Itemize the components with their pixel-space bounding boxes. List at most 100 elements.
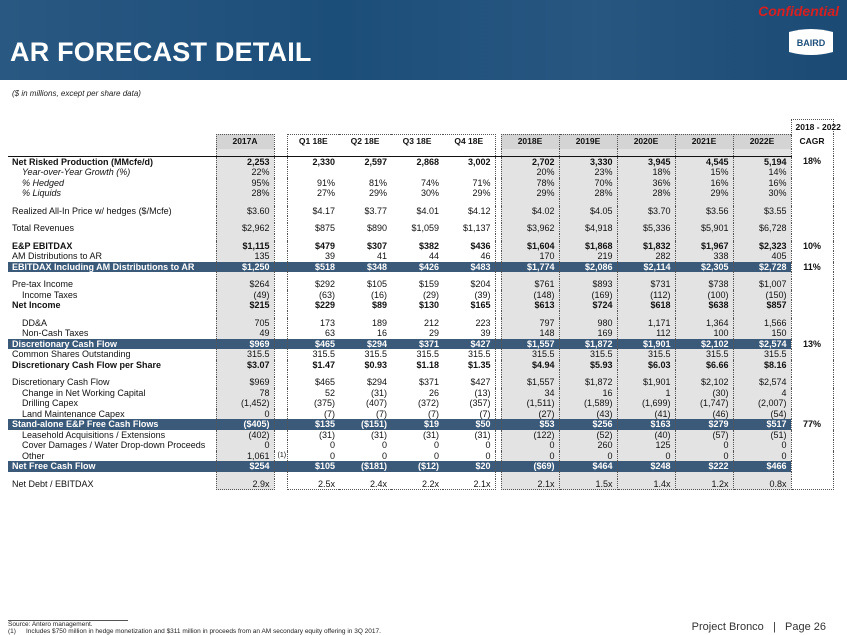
units-subtitle: ($ in millions, except per share data) [12, 89, 141, 98]
cell-q1-18e: (63) [286, 289, 339, 300]
cell-2022e: $2,323 [732, 240, 792, 251]
cell-2020e: (112) [616, 289, 676, 300]
row-label: Stand-alone E&P Free Cash Flows [8, 419, 216, 430]
cell-q2-18e: 0 [381, 440, 387, 450]
cell-2018e: (1,511) [500, 398, 560, 409]
cell-2017a: 2,253 [215, 155, 275, 167]
cell-2021e: 100 [674, 328, 734, 339]
row-label: Net Risked Production (MMcfe/d) [8, 155, 216, 167]
cell-q1-18e: $105 [286, 461, 339, 472]
cell-2022e: $466 [732, 461, 792, 472]
cagr-value [790, 177, 834, 188]
column-header-0: 2017A [215, 133, 275, 149]
cell-q2-18e: 29% [368, 188, 387, 198]
cagr-value [790, 450, 834, 461]
cell-q4-18e: $427 [443, 338, 496, 349]
cell-q1-18e [286, 167, 339, 178]
cell-2021e: 315.5 [674, 349, 734, 360]
cell-q2-18e: 2,597 [339, 155, 391, 167]
cell-q2-18e: $0.93 [364, 359, 387, 370]
cell-2017a: 28% [215, 188, 275, 199]
cell-2017a: 135 [215, 251, 275, 262]
cell-2018e: ($69) [500, 461, 560, 472]
baird-logo: BAIRD [789, 29, 833, 55]
cell-2021e: 1.2x [674, 478, 734, 490]
cell-2019e: $1,872 [558, 338, 618, 349]
cell-q4-18e: $204 [443, 279, 496, 290]
cell-q3-18e: 0 [433, 440, 439, 450]
row-label: Leasehold Acquisitions / Extensions [22, 429, 166, 440]
cell-2018e: $613 [500, 300, 560, 311]
cell-2017a: $2,962 [215, 223, 275, 234]
cagr-value [790, 377, 834, 388]
cell-q4-18e: $20 [443, 461, 496, 472]
cell-2022e: 14% [732, 167, 792, 178]
table-row: Net Debt / EBITDAX 2.9x 2.5x 2.4x 2.2x 2.1x 2.… [8, 478, 834, 490]
cell-q2-18e: 189 [371, 317, 387, 328]
cell-2020e: $2,114 [616, 261, 676, 272]
cell-2021e: $279 [674, 419, 734, 430]
cell-2017a: $254 [215, 461, 275, 472]
cell-q2-18e: $294 [366, 377, 387, 387]
cell-q3-18e: $1.18 [416, 359, 439, 370]
cell-2019e: (169) [558, 289, 618, 300]
cell-2018e: $1,774 [500, 261, 560, 272]
cell-2020e: 28% [616, 188, 676, 199]
cell-2017a: 705 [215, 317, 275, 328]
column-header-4: Q4 18E [443, 133, 496, 149]
cell-2017a: $3.07 [215, 359, 275, 370]
cell-2020e: $1,901 [616, 377, 676, 388]
cell-2018e: 0 [500, 440, 560, 451]
spacer-row [8, 216, 834, 223]
cagr-value: 77% [790, 419, 834, 430]
cell-2019e: (52) [558, 429, 618, 440]
cell-2018e: (27) [500, 408, 560, 419]
cell-2018e: 797 [500, 317, 560, 328]
cell-2020e: $618 [616, 300, 676, 311]
cell-2019e: $4,918 [558, 223, 618, 234]
cell-2020e: 18% [616, 167, 676, 178]
cell-q4-18e: (31) [443, 429, 496, 440]
cell-2020e: 1.4x [616, 478, 676, 490]
table-row: % Liquids 28% 27% 29% 30% 29% 29% 28% 28% 29% 30% [8, 188, 834, 199]
cell-2021e: 0 [674, 440, 734, 451]
cell-2022e: 4 [732, 387, 792, 398]
cell-2021e: 15% [674, 167, 734, 178]
row-label: Discretionary Cash Flow [12, 377, 110, 387]
column-header-5: 2018E [500, 133, 560, 149]
cell-2021e: $2,305 [674, 261, 734, 272]
spacer-row [8, 198, 834, 206]
cell-2020e: $6.03 [616, 359, 676, 370]
cell-2021e: $222 [674, 461, 734, 472]
cell-q1-18e: $135 [286, 419, 339, 430]
cell-q2-18e: (407) [365, 398, 387, 408]
row-label: Other [22, 450, 45, 461]
cell-2018e: (122) [500, 429, 560, 440]
cell-q2-18e: 16 [376, 328, 387, 338]
cell-2019e: 315.5 [558, 349, 618, 360]
cell-q4-18e: $1,137 [443, 223, 496, 234]
cell-q2-18e: $105 [366, 279, 387, 289]
header-banner: Confidential AR FORECAST DETAIL BAIRD [0, 0, 847, 80]
cell-2019e: $1,868 [558, 240, 618, 251]
cagr-value [790, 279, 834, 290]
cell-q1-18e: 39 [286, 251, 339, 262]
cagr-value [790, 387, 834, 398]
cell-2021e: $6.66 [674, 359, 734, 370]
cell-2021e: 338 [674, 251, 734, 262]
cell-q3-18e: 29 [428, 328, 439, 338]
column-header-row: 2017A Q1 18E Q2 18E Q3 18E Q4 18E 2018E 2019E 2… [8, 133, 834, 149]
spacer-row [8, 233, 834, 241]
cell-2019e: (1,589) [558, 398, 618, 409]
cell-2021e: 1,364 [674, 317, 734, 328]
cell-2019e: 0 [558, 450, 618, 461]
cell-2018e: $4.02 [500, 205, 560, 216]
column-header-7: 2020E [616, 133, 676, 149]
cagr-value [790, 205, 834, 216]
cell-2017a: $1,115 [215, 240, 275, 251]
cell-q4-18e: (39) [443, 289, 496, 300]
cagr-value: 10% [790, 240, 834, 251]
cell-2021e: $5,901 [674, 223, 734, 234]
cagr-value [790, 167, 834, 178]
cell-q1-18e: $479 [286, 240, 339, 251]
